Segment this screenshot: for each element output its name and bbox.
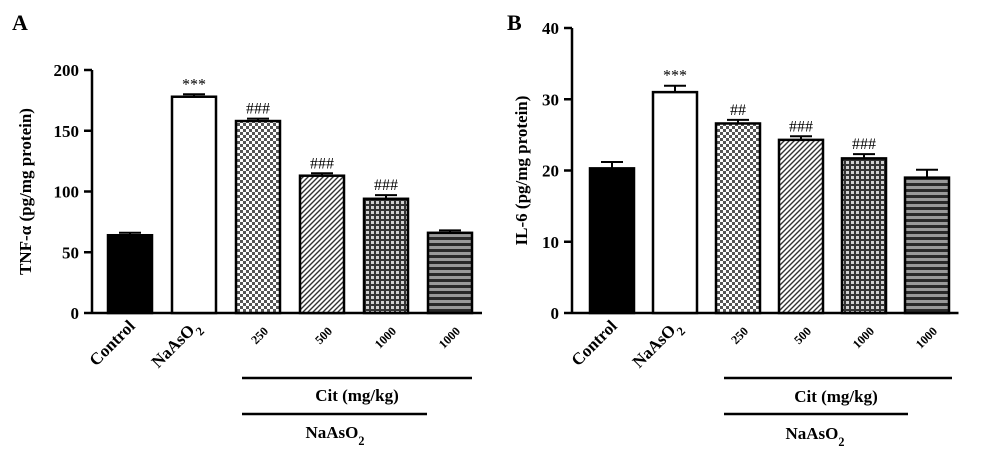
significance-label: ### (246, 101, 270, 118)
significance-label: ### (852, 136, 876, 153)
y-tick-label: 10 (542, 233, 559, 252)
panel-a: A 0 50 100 150 200 TNF-α (pg/mg protein) Contro… (12, 10, 482, 448)
naaso2-bracket-label: NaAsO2 (305, 423, 364, 448)
bar (362, 197, 410, 315)
category-label: Control (86, 316, 139, 369)
bar (777, 138, 825, 315)
panel-b: B 0 10 20 30 40 IL-6 (pg/mg protein) Control ***… (507, 10, 959, 449)
significance-label: ### (789, 118, 813, 135)
y-axis-label: TNF-α (pg/mg protein) (16, 108, 35, 275)
significance-label: ### (310, 155, 334, 172)
y-tick-label: 50 (62, 243, 79, 262)
bar (106, 233, 154, 315)
y-tick-label: 200 (54, 61, 80, 80)
bar (651, 90, 699, 315)
significance-label: *** (182, 76, 206, 93)
category-label: 250 (728, 324, 751, 347)
category-label: 1000 (372, 324, 399, 351)
bar (298, 174, 346, 315)
bar (840, 157, 888, 315)
bar (714, 122, 762, 315)
cit-bracket-label: Cit (mg/kg) (315, 386, 399, 405)
y-tick-label: 0 (71, 304, 80, 323)
naaso2-bracket-label: NaAsO2 (785, 424, 844, 449)
category-label: 1000 (850, 324, 877, 351)
significance-label: ### (374, 177, 398, 194)
y-tick-label: 100 (54, 183, 80, 202)
category-label: 1000 (436, 324, 463, 351)
y-tick-label: 0 (551, 304, 560, 323)
y-tick-label: 40 (542, 19, 559, 38)
y-axis-label: IL-6 (pg/mg protein) (512, 96, 531, 246)
bar (426, 231, 474, 315)
y-tick-label: 30 (542, 90, 559, 109)
significance-label: *** (663, 68, 687, 85)
category-label: NaAsO2 (629, 316, 688, 375)
bar (903, 176, 951, 315)
category-label: 500 (312, 324, 335, 347)
bar (588, 167, 636, 315)
y-tick-label: 20 (542, 162, 559, 181)
category-label: 1000 (913, 324, 940, 351)
category-label: NaAsO2 (148, 316, 207, 375)
panel-letter: B (507, 10, 522, 35)
cit-bracket-label: Cit (mg/kg) (794, 387, 878, 406)
category-label: Control (568, 316, 621, 369)
significance-label: ## (730, 102, 746, 119)
bar (170, 95, 218, 315)
category-label: 500 (791, 324, 814, 347)
y-tick-label: 150 (54, 122, 80, 141)
category-label: 250 (248, 324, 271, 347)
panel-letter: A (12, 10, 28, 35)
bar (234, 119, 282, 315)
